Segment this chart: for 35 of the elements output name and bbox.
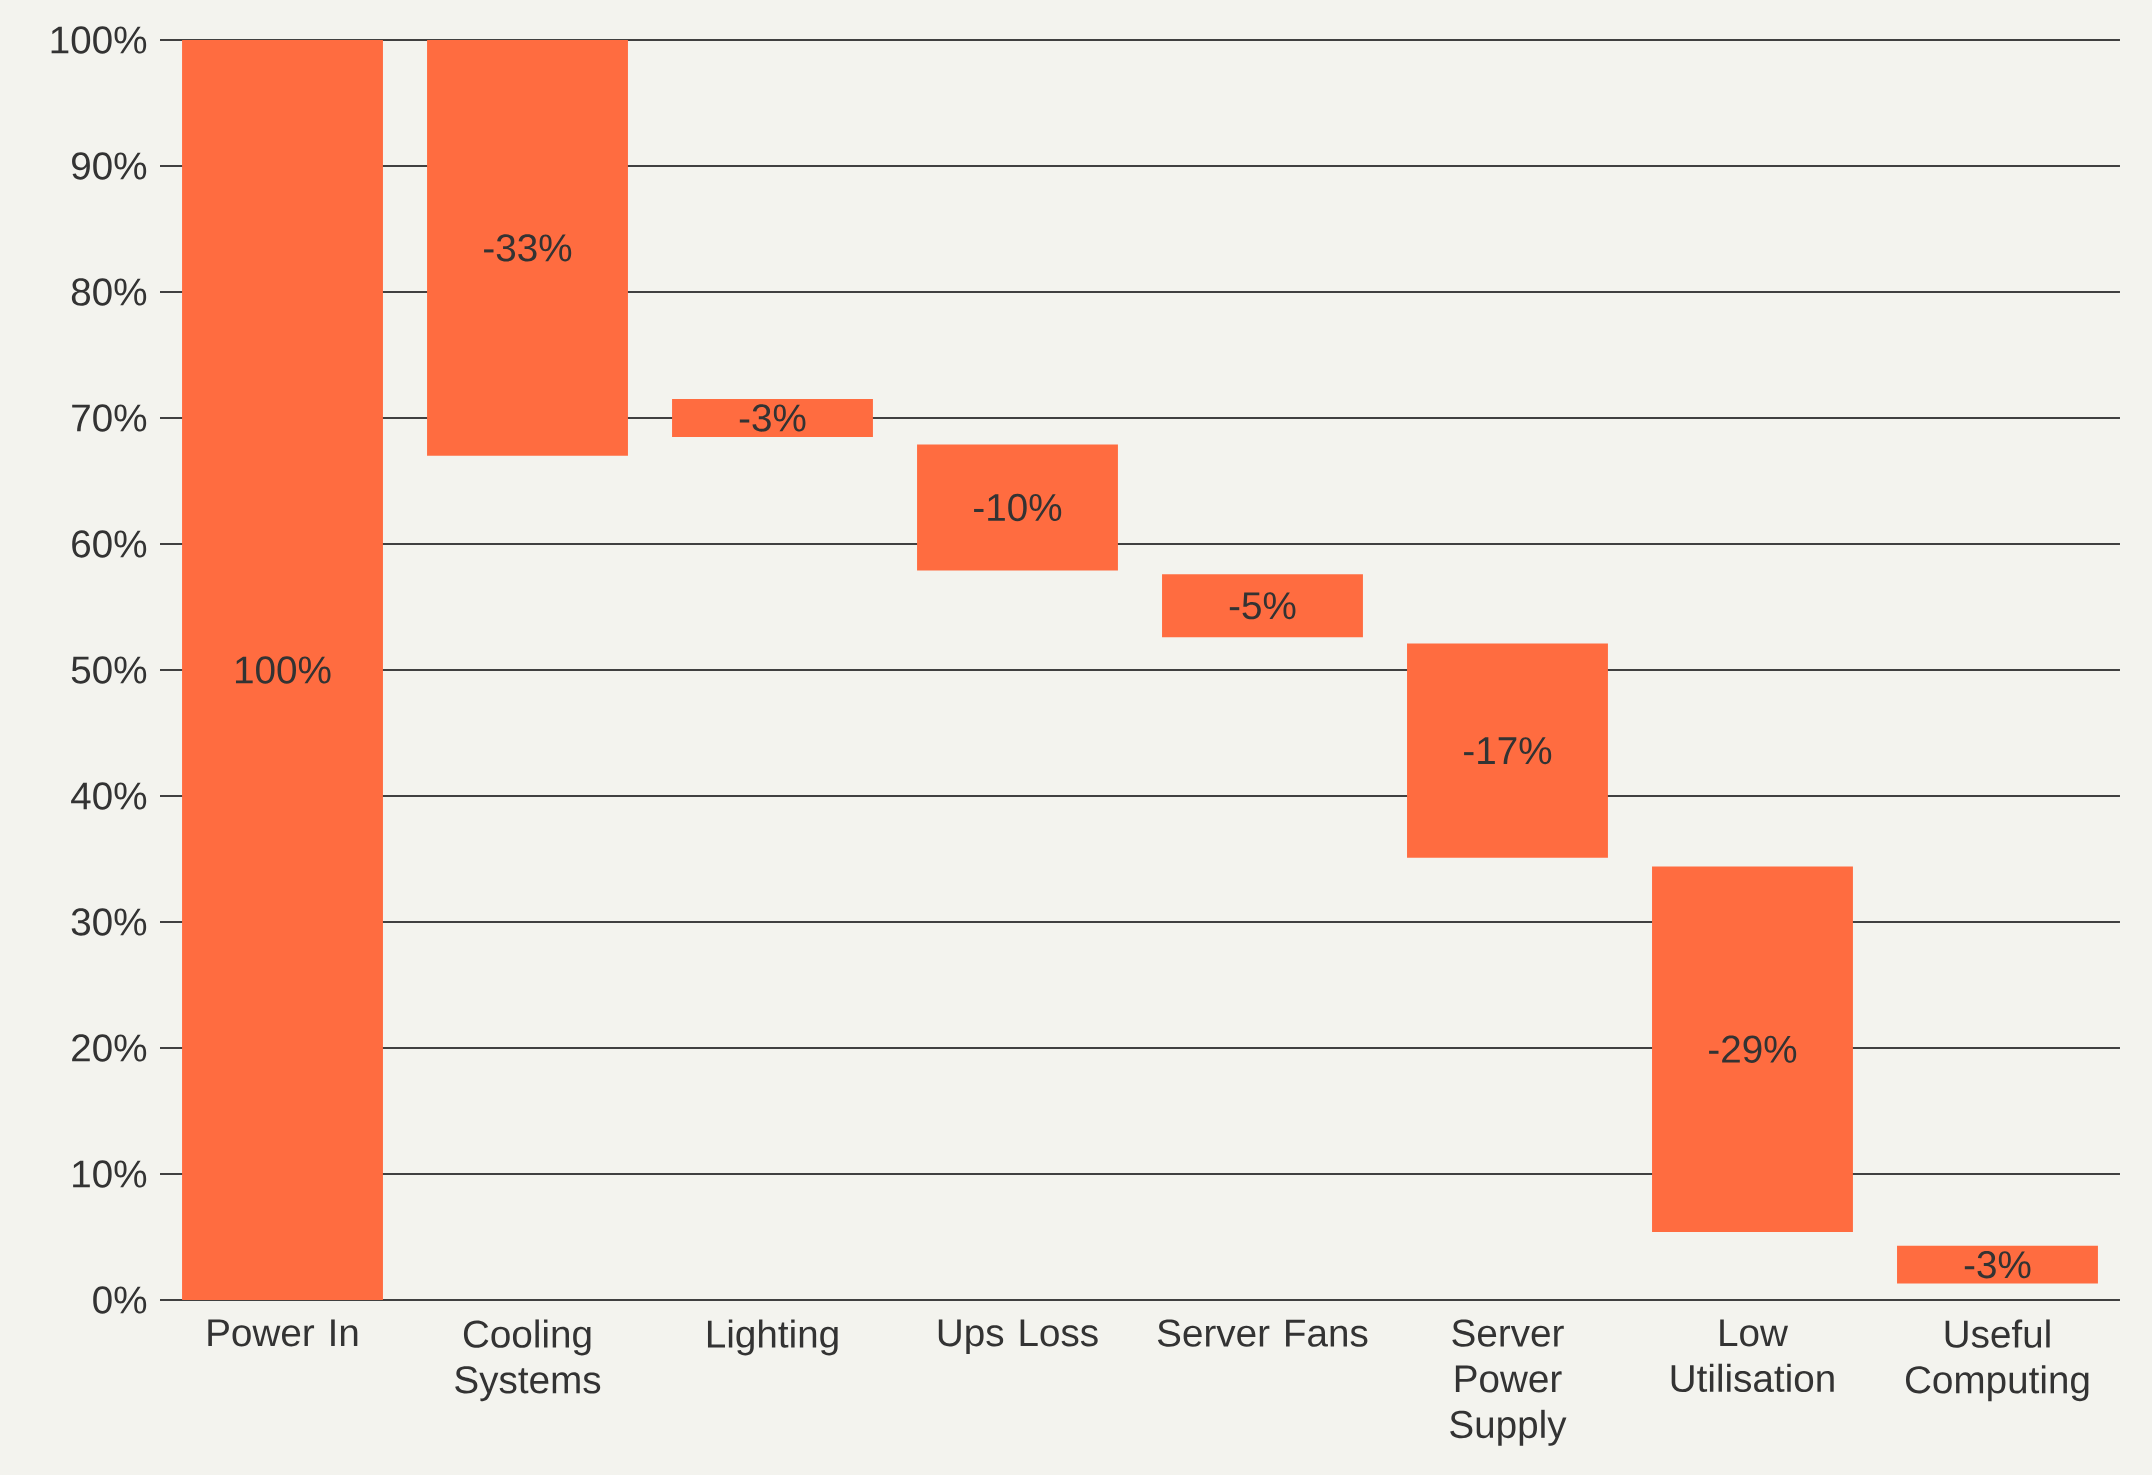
y-tick-label: 50%	[71, 656, 147, 684]
y-tick-label: 10%	[73, 1160, 147, 1188]
x-tick-label: Server Fans	[1157, 1319, 1368, 1347]
bar	[182, 39, 383, 1300]
data-label: -3%	[1964, 1251, 2031, 1279]
x-tick-label: Server Power Supply	[1450, 1319, 1567, 1446]
bar	[1652, 866, 1853, 1232]
x-tick-label: Low Utilisation	[1671, 1319, 1834, 1393]
data-label: -10%	[974, 493, 1062, 522]
data-label: -33%	[484, 234, 572, 262]
x-tick-label: Lighting	[707, 1319, 838, 1356]
bar	[1162, 574, 1363, 638]
bar	[1897, 1245, 2098, 1284]
bar	[672, 399, 873, 437]
y-tick-label: 60%	[72, 530, 147, 558]
bar	[917, 444, 1118, 571]
y-tick-label: 70%	[72, 404, 147, 432]
y-tick-label: 100%	[51, 26, 147, 54]
bar	[1407, 643, 1608, 858]
y-tick-label: 40%	[71, 782, 147, 810]
y-tick-label: 30%	[71, 908, 147, 936]
y-tick-label: 90%	[72, 152, 147, 180]
bar	[427, 39, 628, 456]
y-tick-label: 80%	[71, 278, 147, 306]
data-label: -3%	[739, 404, 806, 432]
x-tick-label: Cooling Systems	[455, 1319, 601, 1402]
x-tick-label: Useful Computing	[1905, 1319, 2089, 1402]
data-label: 100%	[235, 656, 331, 684]
data-label: -29%	[1709, 1035, 1797, 1063]
data-label: -17%	[1464, 737, 1552, 765]
data-label: -5%	[1229, 592, 1296, 620]
y-tick-label: 0%	[93, 1286, 147, 1314]
x-tick-label: Power In	[208, 1319, 358, 1347]
x-tick-label: Ups Loss	[938, 1319, 1098, 1355]
y-tick-label: 20%	[72, 1034, 147, 1062]
